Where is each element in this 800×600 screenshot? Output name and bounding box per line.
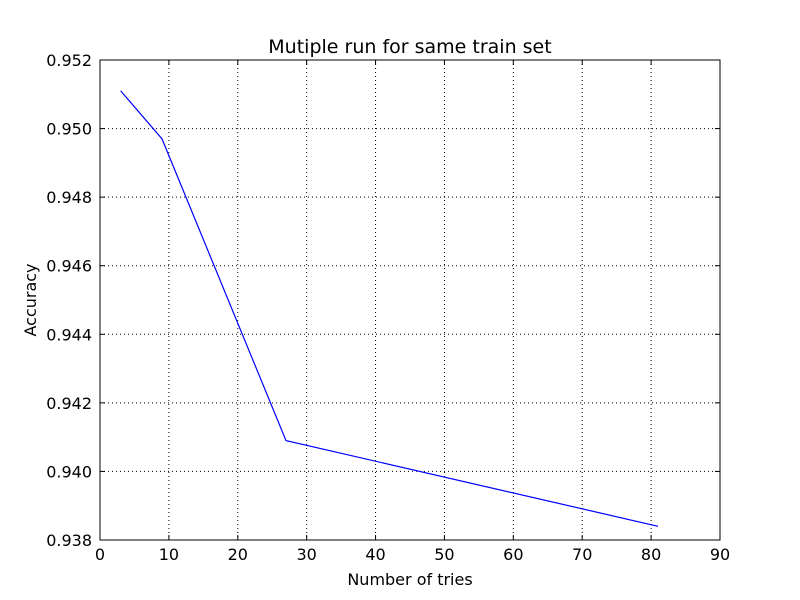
y-tick-label: 0.952 [46,51,92,70]
y-tick-label: 0.944 [46,325,92,344]
y-tick-label: 0.940 [46,462,92,481]
plot-area-frame [99,59,721,541]
y-tick-label: 0.946 [46,257,92,276]
x-tick-label: 20 [228,545,248,564]
y-tick-label: 0.950 [46,120,92,139]
y-tick-label: 0.942 [46,394,92,413]
x-tick-label: 60 [503,545,523,564]
x-tick-label: 40 [365,545,385,564]
tick-label-layer: 0 10 20 30 40 50 60 70 80 90 0.938 0.940 0.942 0.944 0… [46,51,730,564]
y-axis-label: Accuracy [21,263,40,336]
grid-layer [100,60,720,540]
x-tick-label: 10 [159,545,179,564]
x-axis-label: Number of tries [347,570,472,589]
tick-layer [99,59,721,541]
x-tick-label: 30 [296,545,316,564]
series-layer [120,90,659,527]
x-tick-label: 50 [434,545,454,564]
x-tick-label: 70 [572,545,592,564]
y-tick-label: 0.948 [46,188,92,207]
chart-title: Mutiple run for same train set [268,36,551,58]
x-tick-label: 90 [710,545,730,564]
y-tick-label: 0.938 [46,531,92,550]
x-tick-label: 80 [641,545,661,564]
x-tick-label: 0 [95,545,105,564]
accuracy-series-line [120,90,659,527]
